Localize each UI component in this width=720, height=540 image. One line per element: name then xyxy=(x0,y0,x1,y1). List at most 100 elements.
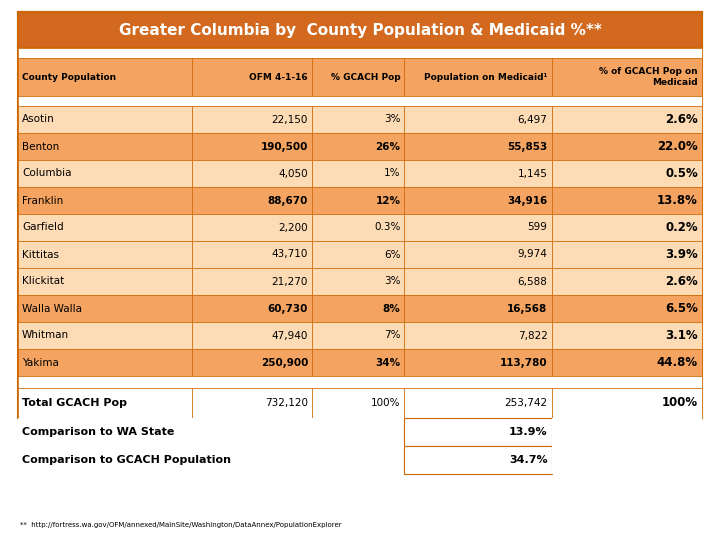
Bar xyxy=(405,268,552,295)
Bar xyxy=(18,322,192,349)
Bar xyxy=(552,349,702,376)
Bar xyxy=(18,446,192,474)
Text: 4,050: 4,050 xyxy=(279,168,308,179)
Bar xyxy=(405,214,552,241)
Text: 60,730: 60,730 xyxy=(268,303,308,314)
Text: Population on Medicaid¹: Population on Medicaid¹ xyxy=(424,72,547,82)
Text: 7%: 7% xyxy=(384,330,400,341)
Text: 44.8%: 44.8% xyxy=(657,356,698,369)
Bar xyxy=(552,446,702,474)
Bar xyxy=(18,12,702,48)
Bar xyxy=(18,268,192,295)
Text: Asotin: Asotin xyxy=(22,114,55,125)
Text: 34%: 34% xyxy=(375,357,400,368)
Text: 3.9%: 3.9% xyxy=(665,248,698,261)
Bar xyxy=(552,106,702,133)
Bar xyxy=(18,376,702,388)
Text: Klickitat: Klickitat xyxy=(22,276,64,287)
Bar xyxy=(312,241,405,268)
Bar xyxy=(18,349,192,376)
Bar xyxy=(405,133,552,160)
Text: County Population: County Population xyxy=(22,72,116,82)
Text: 16,568: 16,568 xyxy=(508,303,547,314)
Text: 250,900: 250,900 xyxy=(261,357,308,368)
Text: Kittitas: Kittitas xyxy=(22,249,59,260)
Text: Columbia: Columbia xyxy=(22,168,71,179)
Bar xyxy=(552,388,702,418)
Bar xyxy=(312,322,405,349)
Bar xyxy=(552,322,702,349)
Bar xyxy=(405,241,552,268)
Bar xyxy=(18,160,192,187)
Bar xyxy=(192,268,312,295)
Text: 13.8%: 13.8% xyxy=(657,194,698,207)
Bar xyxy=(192,418,312,446)
Bar xyxy=(405,322,552,349)
Text: 100%: 100% xyxy=(371,398,400,408)
Text: 190,500: 190,500 xyxy=(261,141,308,152)
Bar xyxy=(312,446,405,474)
Bar xyxy=(405,446,552,474)
Bar xyxy=(18,58,192,96)
Bar xyxy=(405,388,552,418)
Text: 3.1%: 3.1% xyxy=(665,329,698,342)
Bar xyxy=(312,295,405,322)
Text: % of GCACH Pop on
Medicaid: % of GCACH Pop on Medicaid xyxy=(599,68,698,87)
Text: 21,270: 21,270 xyxy=(271,276,308,287)
Bar xyxy=(552,418,702,446)
Text: Whitman: Whitman xyxy=(22,330,69,341)
Bar xyxy=(192,58,312,96)
Text: 7,822: 7,822 xyxy=(518,330,547,341)
Bar xyxy=(18,187,192,214)
Bar xyxy=(18,48,702,58)
Text: 34.7%: 34.7% xyxy=(509,455,547,465)
Text: 113,780: 113,780 xyxy=(500,357,547,368)
Bar xyxy=(192,133,312,160)
Text: 732,120: 732,120 xyxy=(265,398,308,408)
Bar xyxy=(552,241,702,268)
Text: 599: 599 xyxy=(528,222,547,233)
Bar xyxy=(405,418,552,446)
Bar xyxy=(192,322,312,349)
Bar xyxy=(552,268,702,295)
Text: **  http://fortress.wa.gov/OFM/annexed/MainSite/Washington/DataAnnex/PopulationE: ** http://fortress.wa.gov/OFM/annexed/Ma… xyxy=(20,522,341,528)
Text: Yakima: Yakima xyxy=(22,357,59,368)
Bar xyxy=(552,214,702,241)
Text: 100%: 100% xyxy=(662,396,698,409)
Bar xyxy=(312,58,405,96)
Bar xyxy=(18,96,702,106)
Bar xyxy=(552,187,702,214)
Text: 3%: 3% xyxy=(384,276,400,287)
Bar xyxy=(192,388,312,418)
Text: 12%: 12% xyxy=(375,195,400,206)
Text: Walla Walla: Walla Walla xyxy=(22,303,82,314)
Text: 0.2%: 0.2% xyxy=(665,221,698,234)
Bar xyxy=(312,268,405,295)
Text: 2.6%: 2.6% xyxy=(665,275,698,288)
Text: Benton: Benton xyxy=(22,141,59,152)
Text: 6.5%: 6.5% xyxy=(665,302,698,315)
Text: 9,974: 9,974 xyxy=(518,249,547,260)
Text: 55,853: 55,853 xyxy=(508,141,547,152)
Bar xyxy=(192,106,312,133)
Text: Garfield: Garfield xyxy=(22,222,63,233)
Bar xyxy=(552,133,702,160)
Bar xyxy=(18,295,192,322)
Text: 0.5%: 0.5% xyxy=(665,167,698,180)
Text: Comparison to WA State: Comparison to WA State xyxy=(22,427,174,437)
Bar xyxy=(312,418,405,446)
Text: 1,145: 1,145 xyxy=(518,168,547,179)
Bar xyxy=(405,418,552,446)
Bar xyxy=(18,214,192,241)
Bar xyxy=(312,187,405,214)
Bar xyxy=(18,133,192,160)
Text: OFM 4-1-16: OFM 4-1-16 xyxy=(250,72,308,82)
Text: 1%: 1% xyxy=(384,168,400,179)
Bar xyxy=(312,160,405,187)
Bar xyxy=(192,295,312,322)
Text: Total GCACH Pop: Total GCACH Pop xyxy=(22,398,127,408)
Text: 6%: 6% xyxy=(384,249,400,260)
Bar xyxy=(18,12,702,418)
Bar xyxy=(192,446,312,474)
Text: 6,588: 6,588 xyxy=(518,276,547,287)
